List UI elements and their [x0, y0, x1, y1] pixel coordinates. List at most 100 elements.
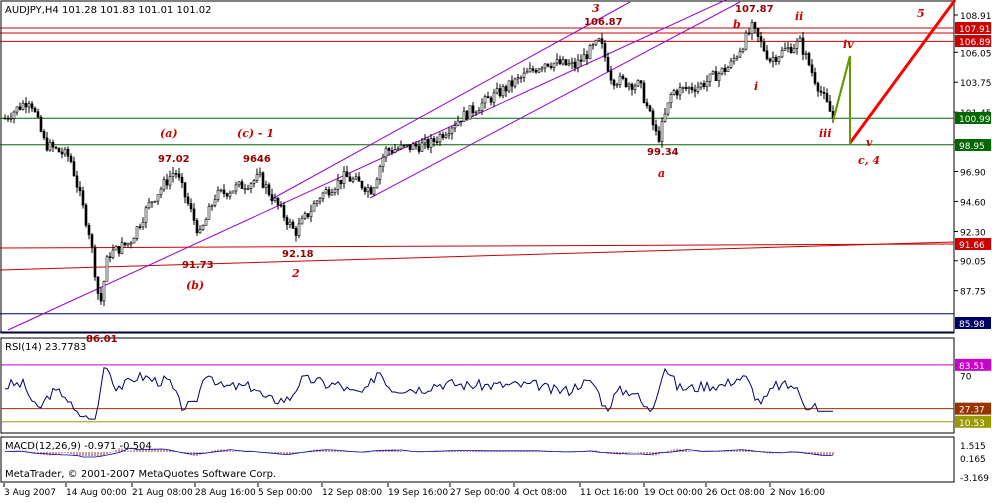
candle-body: [633, 85, 637, 90]
candle-body: [357, 176, 361, 182]
time-tick-label: 11 Oct 16:00: [580, 488, 639, 498]
candle-body: [750, 22, 754, 34]
candle-body: [483, 96, 487, 104]
candle-body: [522, 72, 526, 78]
candle-body: [636, 80, 640, 87]
price-marker-label: 100.99: [959, 115, 991, 125]
candle-body: [588, 45, 592, 60]
price-marker-label: 107.91: [959, 25, 991, 35]
candle-body: [96, 276, 100, 294]
candle-body: [3, 117, 7, 120]
candle-body: [111, 249, 115, 259]
price-tick-label: 108.91: [960, 12, 992, 22]
candle-body: [801, 37, 805, 55]
candle-body: [615, 84, 619, 86]
macd-tick-label: -3.169: [960, 474, 989, 484]
candle-body: [516, 77, 520, 80]
candle-body: [495, 88, 499, 94]
price-annotation: 97.02: [158, 154, 190, 165]
candle-body: [264, 184, 268, 188]
candle-body: [735, 56, 739, 59]
candle-body: [69, 155, 73, 162]
candle-body: [711, 71, 715, 75]
candle-body: [699, 83, 703, 88]
candle-body: [18, 106, 22, 110]
price-annotation: 107.87: [735, 4, 774, 15]
candle-body: [225, 193, 229, 197]
candle-body: [261, 172, 265, 188]
candle-body: [603, 43, 607, 58]
candle-body: [249, 183, 253, 189]
candle-body: [432, 138, 436, 142]
candle-body: [708, 73, 712, 82]
candle-body: [774, 57, 778, 62]
candle-body: [234, 184, 238, 192]
candle-body: [492, 92, 496, 103]
price-tick-label: 103.75: [960, 79, 992, 89]
candle-body: [477, 110, 481, 113]
candle-body: [402, 144, 406, 147]
candle-body: [174, 172, 178, 175]
candle-body: [639, 80, 643, 84]
price-annotation: 106.87: [584, 17, 623, 28]
wave-label: c, 4: [858, 154, 880, 167]
candle-body: [447, 133, 451, 136]
candle-body: [189, 203, 193, 210]
candle-body: [354, 176, 358, 180]
candle-body: [192, 208, 196, 221]
wave-label: v: [866, 136, 873, 149]
candle-body: [507, 80, 511, 92]
candle-body: [24, 102, 28, 108]
candle-body: [807, 52, 811, 66]
wave-label: ii: [795, 10, 803, 23]
price-tick-label: 90.05: [960, 258, 986, 268]
candle-body: [57, 147, 61, 153]
candle-body: [12, 111, 16, 119]
candle-body: [540, 67, 544, 70]
candle-body: [471, 105, 475, 114]
candle-body: [825, 93, 829, 102]
time-tick-label: 14 Aug 00:00: [66, 488, 127, 498]
candle-body: [288, 221, 292, 225]
candle-body: [51, 141, 55, 148]
price-tick-label: 87.75: [960, 288, 986, 298]
candle-body: [255, 174, 259, 181]
candle-body: [321, 192, 325, 199]
candle-body: [435, 141, 439, 143]
footer-copyright: MetaTrader, © 2001-2007 MetaQuotes Softw…: [5, 469, 276, 480]
candle-body: [36, 111, 40, 118]
candle-body: [108, 256, 112, 259]
candle-body: [417, 145, 421, 152]
candle-body: [780, 50, 784, 58]
candle-body: [9, 118, 13, 120]
candle-body: [72, 161, 76, 177]
candle-body: [270, 194, 274, 202]
candle-body: [27, 103, 31, 108]
candle-body: [660, 121, 664, 142]
candle-body: [624, 78, 628, 87]
candle-body: [114, 245, 118, 251]
candle-body: [165, 179, 169, 186]
candle-body: [459, 120, 463, 123]
candle-body: [777, 56, 781, 62]
candle-body: [765, 50, 769, 60]
candle-body: [294, 228, 298, 236]
candle-body: [663, 113, 667, 122]
symbol-header: AUDJPY,H4 101.28 101.83 101.01 101.02: [5, 5, 211, 16]
candle-body: [594, 39, 598, 46]
price-tick-label: 106.05: [960, 49, 992, 59]
wave-label: (a): [160, 127, 178, 140]
candle-body: [573, 61, 577, 68]
candle-body: [222, 189, 226, 194]
candle-body: [330, 192, 334, 196]
candle-body: [246, 188, 250, 190]
candle-body: [102, 281, 106, 302]
candle-body: [549, 65, 553, 68]
rsi-line: [4, 367, 833, 420]
candle-body: [147, 201, 151, 209]
wave-label: 3: [592, 2, 600, 15]
candle-body: [804, 52, 808, 55]
candle-body: [42, 131, 46, 139]
